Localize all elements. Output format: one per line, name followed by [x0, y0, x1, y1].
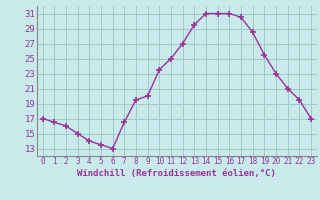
X-axis label: Windchill (Refroidissement éolien,°C): Windchill (Refroidissement éolien,°C): [77, 169, 276, 178]
